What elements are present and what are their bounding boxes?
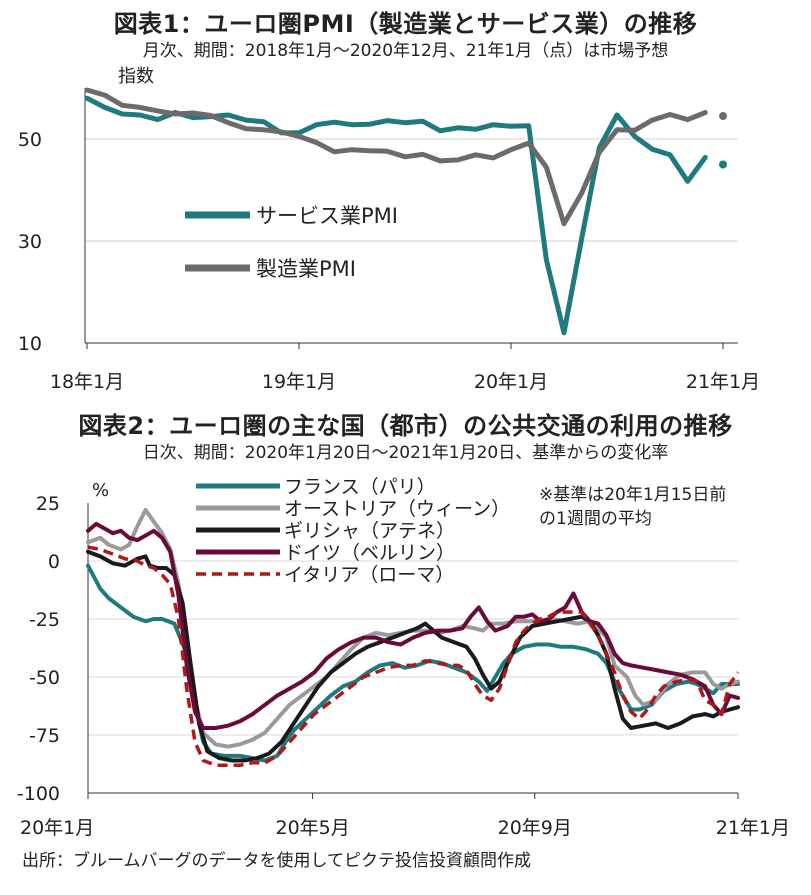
legend-label: ドイツ（ベルリン） <box>284 542 455 564</box>
x-tick-label: 18年1月 <box>50 371 124 393</box>
series-line <box>86 521 740 730</box>
y-tick-label: 0 <box>48 551 60 573</box>
series-line <box>84 95 708 336</box>
series-line <box>86 549 740 763</box>
legend-label: フランス（パリ） <box>284 476 436 498</box>
legend-label: 製造業PMI <box>256 257 356 281</box>
series-line <box>84 87 708 227</box>
y-tick-label: -100 <box>17 783 60 805</box>
chart2-title: 図表2：ユーロ圏の主な国（都市）の公共交通の利用の推移 <box>78 412 733 440</box>
legend-label: サービス業PMI <box>256 204 398 228</box>
chart1-subtitle: 月次、期間：2018年1月～2020年12月、21年1月（点）は市場予想 <box>142 41 669 61</box>
x-tick-label: 20年1月 <box>20 817 94 839</box>
y-tick-label: -25 <box>29 609 60 631</box>
pmi-chart: 10 30 50 18年1月 19年1月 20年1月 21年1月 サービス業PMI 製造業PMI <box>18 87 760 393</box>
y-tick-label: 10 <box>18 333 42 355</box>
chart2-annotation: ※基準は20年1月15日前の1週間の平均 <box>539 485 727 529</box>
x-tick-label: 20年9月 <box>498 817 572 839</box>
y-tick-label: -50 <box>29 667 60 689</box>
source-note: 出所：ブルームバーグのデータを使用してピクテ投信投資顧問作成 <box>22 851 531 871</box>
x-tick-label: 20年1月 <box>474 371 548 393</box>
chart2-subtitle: 日次、期間：2020年1月20日～2021年1月20日、基準からの変化率 <box>142 443 669 463</box>
chart2-ylabel: % <box>92 480 110 501</box>
y-tick-label: 30 <box>18 231 42 253</box>
forecast-point <box>719 112 727 121</box>
legend-label: イタリア（ローマ） <box>284 564 454 586</box>
x-tick-label: 19年1月 <box>262 371 336 393</box>
x-tick-label: 21年1月 <box>686 371 760 393</box>
y-tick-label: 50 <box>18 129 42 151</box>
series-line <box>87 545 740 767</box>
legend-label: ギリシャ（アテネ） <box>284 520 455 542</box>
chart1-title: 図表1：ユーロ圏PMI（製造業とサービス業）の推移 <box>113 10 698 38</box>
y-tick-label: -75 <box>29 725 60 747</box>
x-tick-label: 21年1月 <box>716 817 790 839</box>
y-tick-label: 25 <box>36 493 60 515</box>
forecast-point <box>719 160 727 169</box>
chart1-ylabel: 指数 <box>118 66 154 87</box>
legend-label: オーストリア（ウィーン） <box>284 498 510 520</box>
x-tick-label: 20年5月 <box>275 817 349 839</box>
